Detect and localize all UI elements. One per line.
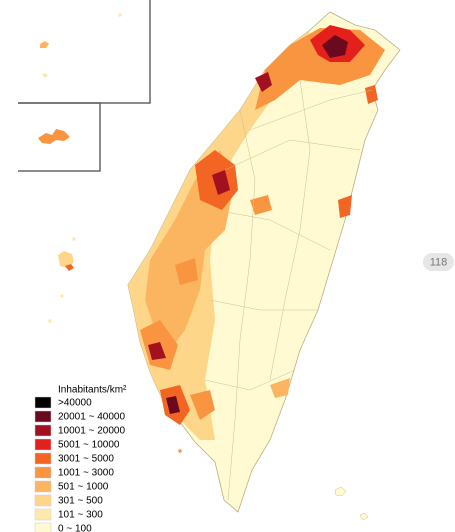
legend-label: 1001 ~ 3000	[58, 468, 114, 479]
legend-swatch	[34, 438, 52, 451]
legend-label: 5001 ~ 10000	[58, 440, 120, 451]
badge: 118	[423, 253, 454, 271]
legend-swatch	[34, 480, 52, 493]
legend: Inhabitants/km² >40000 20001 ~ 40000 10001…	[34, 385, 127, 532]
taiwan	[127, 11, 401, 513]
legend-swatch	[34, 508, 52, 521]
legend-label: 0 ~ 100	[58, 524, 92, 532]
legend-label: 501 ~ 1000	[58, 482, 109, 493]
legend-title: Inhabitants/km²	[58, 385, 127, 396]
legend-swatch	[34, 452, 52, 465]
legend-swatch	[34, 410, 52, 423]
legend-label: 3001 ~ 5000	[58, 454, 114, 465]
islands	[38, 13, 369, 521]
legend-label: 101 ~ 300	[58, 510, 103, 521]
badge-text: 118	[430, 256, 448, 268]
legend-label: 20001 ~ 40000	[58, 412, 125, 423]
legend-label: 301 ~ 500	[58, 496, 103, 507]
legend-swatch	[34, 466, 52, 479]
inset-frames	[18, 0, 151, 172]
legend-label: 10001 ~ 20000	[58, 426, 125, 437]
legend-swatch	[34, 424, 52, 437]
legend-swatch	[34, 522, 52, 532]
legend-swatch	[34, 396, 52, 409]
legend-swatch	[34, 494, 52, 507]
legend-label: >40000	[58, 398, 92, 409]
